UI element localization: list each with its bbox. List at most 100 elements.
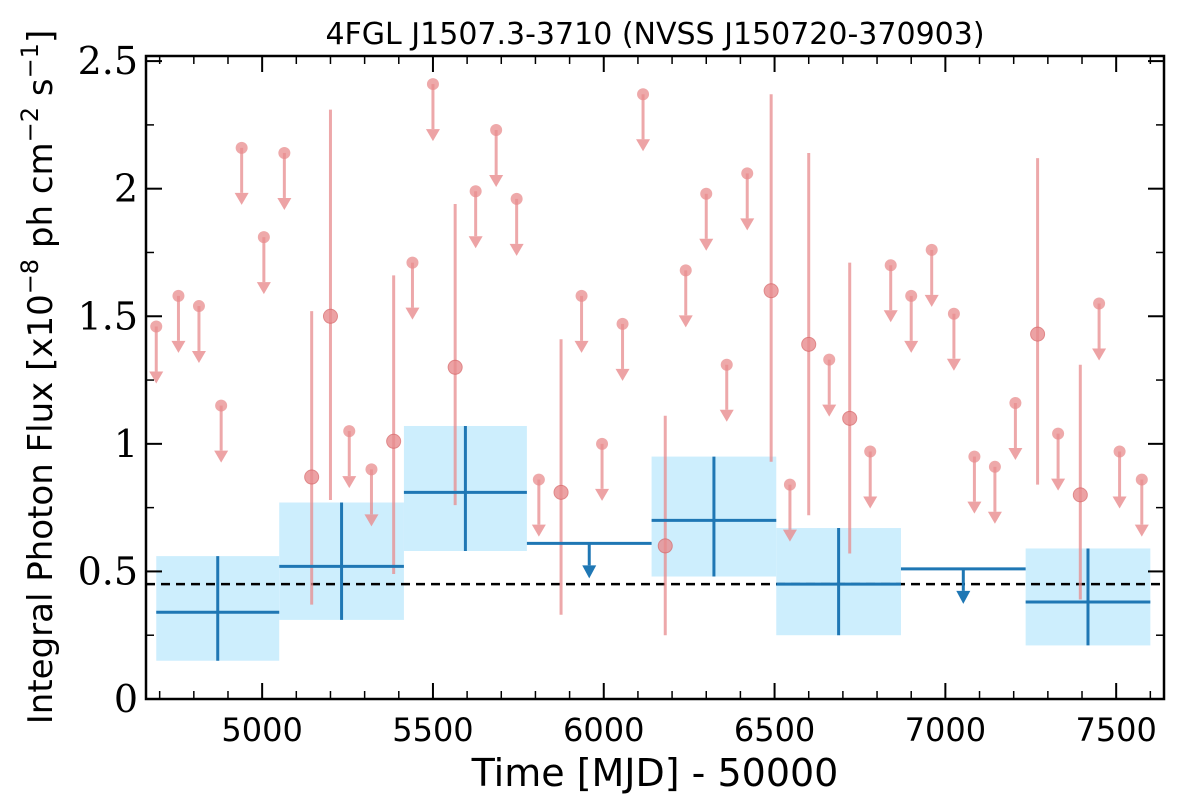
fine-upper-limit-point [1009,397,1022,410]
fine-upper-limit-head [946,358,961,371]
fine-upper-limit-point [257,231,270,244]
fine-upper-limit-point [1052,427,1065,440]
fine-upper-limit-head [615,368,630,381]
fine-upper-limit-head [364,514,379,527]
fine-upper-limit-head [678,315,693,328]
fine-upper-limit-head [342,476,357,489]
y-axis-label-mid: ph cm [21,142,61,259]
fine-upper-limit-head [191,351,206,364]
fine-upper-limit-point [1093,297,1106,310]
fine-upper-limit-head [924,294,939,307]
fine-upper-limit-point [720,358,733,371]
y-axis-label-close: ] [21,30,61,43]
fine-upper-limit-head [277,197,292,210]
fine-upper-limit-point [343,425,356,438]
fine-upper-limit-point [947,307,960,320]
fine-upper-limit-head [1092,348,1107,361]
fine-upper-limit-point [988,460,1001,473]
y-tick-label: 0 [114,677,138,721]
fine-upper-limit-point [637,88,650,101]
y-axis: 0 0.5 1 1.5 2 2.5 [78,39,1164,721]
fine-upper-limit-head [468,236,483,249]
fine-data-point [763,283,779,299]
x-tick-label: 7000 [905,711,986,749]
y-tick-label: 0.5 [78,549,138,593]
fine-data-point [553,484,569,500]
fine-upper-limit-point [192,300,205,313]
fine-upper-limit-point [510,192,523,205]
y-axis-label-exp-1: −8 [16,259,44,294]
x-tick-label: 5500 [392,711,473,749]
chart-title: 4FGL J1507.3-3710 (NVSS J150720-370903) [325,17,984,52]
fine-upper-limit-point [215,399,228,412]
fine-upper-limit-head [904,340,919,353]
fine-upper-limit-head [214,450,229,463]
fine-upper-limit-head [405,307,420,320]
fine-upper-limit-point [575,289,588,302]
fine-data-point [386,433,402,449]
y-axis-label-exp-3: −1 [16,43,44,78]
fine-upper-limit-point [1135,473,1148,486]
x-axis-label: Time [MJD] - 50000 [471,751,839,795]
fine-upper-limit-head [1008,448,1023,461]
fine-upper-limit-head [595,488,610,501]
fine-data-point [657,538,673,554]
fine-data-point [447,359,463,375]
axes-frame [144,54,1166,701]
y-tick-label: 2.5 [78,39,138,83]
fine-upper-limit-head [967,501,982,514]
fine-upper-limit-head [425,129,440,142]
coarse-upper-limit-head [956,590,971,604]
fine-upper-limit-head [782,529,797,542]
fine-upper-limit-point [490,123,503,136]
fine-upper-limit-point [700,187,713,200]
fine-upper-limit-head [149,371,164,384]
x-tick-label: 6000 [563,711,644,749]
fine-upper-limit-point [741,167,754,180]
plot-border [144,54,1166,701]
fine-upper-limit-point [864,445,877,458]
fine-upper-limit-head [171,340,186,353]
fine-upper-limit-point [365,463,378,476]
fine-upper-limit-point [968,450,981,463]
y-axis-label-tail: s [21,78,61,107]
fine-upper-limit-head [574,340,589,353]
fine-upper-limit-point [616,317,629,330]
x-tick-label: 6500 [734,711,815,749]
x-tick-label: 7500 [1075,711,1156,749]
fine-upper-limit-point [235,141,248,154]
fine-upper-limit-point [823,353,836,366]
fine-upper-limit-point [469,185,482,198]
fine-upper-limit-head [699,238,714,251]
y-tick-label: 2 [114,167,138,211]
coarse-upper-limit-head [582,565,597,579]
fine-upper-limit-head [822,404,837,417]
fine-upper-limit-point [596,437,609,450]
fine-upper-limit-point [1113,445,1126,458]
fine-upper-limit-head [256,282,271,295]
fine-data-point [842,410,858,426]
fine-upper-limit-point [884,259,897,272]
fine-upper-limit-head [489,174,504,187]
fine-upper-limit-point [905,289,918,302]
y-axis-label-exp-2: −2 [16,107,44,142]
x-tick-label: 5000 [221,711,302,749]
y-tick-label: 1.5 [78,294,138,338]
fine-upper-limit-head [509,243,524,256]
fine-upper-limit-head [1051,478,1066,491]
y-axis-label-main: Integral Photon Flux [x10 [21,294,61,724]
fine-upper-limit-point [172,289,185,302]
fine-upper-limit-head [531,524,546,537]
fine-data-point [1072,487,1088,503]
y-axis-label: Integral Photon Flux [x10−8 ph cm−2 s−1] [16,30,61,724]
fine-upper-limit-head [883,310,898,323]
fine-upper-limit-point [426,78,439,91]
y-tick-label: 1 [114,422,138,466]
fine-upper-limit-point [925,243,938,256]
fine-data-point [801,336,817,352]
fine-upper-limit-point [406,256,419,269]
fine-upper-limit-point [532,473,545,486]
fine-upper-limit-head [1134,524,1149,537]
fine-data-point [322,308,338,324]
